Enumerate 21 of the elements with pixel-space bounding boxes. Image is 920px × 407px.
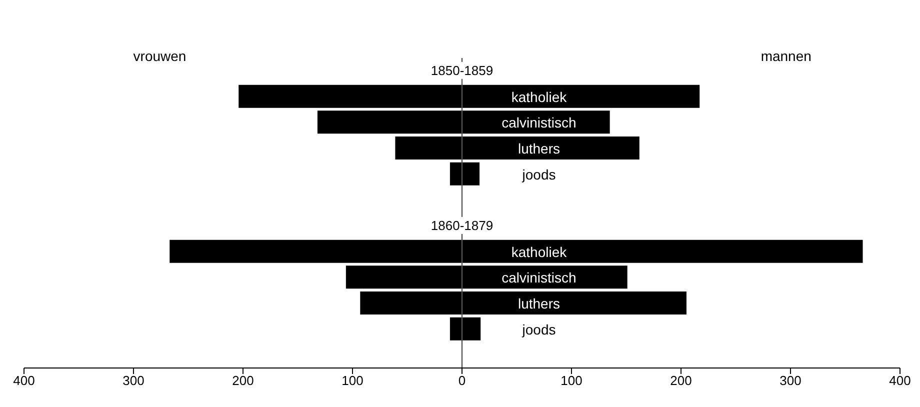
annotation: 1850-1859 [430, 62, 494, 78]
annotation: 1860-1879 [430, 218, 494, 233]
y-tick-label: luthers [518, 295, 560, 312]
y-tick-label: calvinistisch [502, 114, 576, 131]
y-tick-label: luthers [518, 140, 560, 156]
x-tick-label: 100 [342, 373, 364, 388]
x-tick-label: 400 [13, 373, 35, 388]
x-tick-label: 200 [670, 373, 692, 388]
x-tick-label: 200 [232, 373, 254, 388]
y-tick-label: calvinistisch [502, 270, 576, 286]
y-tick-label: katholiek [511, 244, 568, 260]
x-tick-label: 100 [560, 373, 582, 388]
y-tick-label: joods [521, 166, 556, 182]
y-tick-label: joods [521, 321, 556, 338]
x-tick-label: 0 [458, 373, 466, 388]
annotation: vrouwen [132, 48, 188, 64]
y-tick-label: katholiek [511, 88, 568, 105]
x-tick-label: 300 [122, 373, 144, 388]
x-tick-label: 400 [889, 373, 911, 388]
x-tick-label: 300 [780, 373, 802, 388]
annotation: mannen [760, 48, 812, 64]
